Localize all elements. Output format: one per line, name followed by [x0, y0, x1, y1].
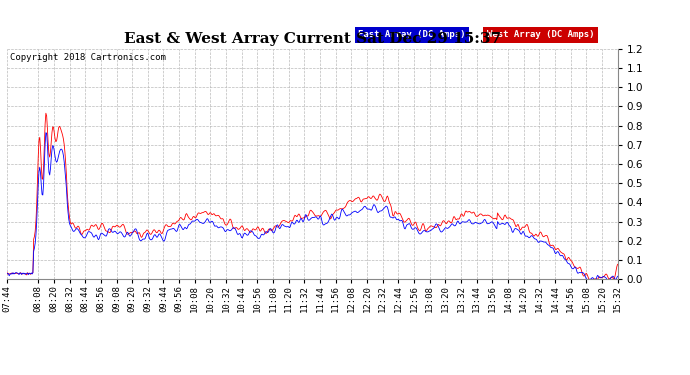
- Text: Copyright 2018 Cartronics.com: Copyright 2018 Cartronics.com: [10, 53, 166, 62]
- Title: East & West Array Current Sat Dec 29 15:37: East & West Array Current Sat Dec 29 15:…: [124, 32, 501, 46]
- Text: West Array (DC Amps): West Array (DC Amps): [487, 30, 594, 39]
- Text: East Array (DC Amps): East Array (DC Amps): [358, 30, 466, 39]
